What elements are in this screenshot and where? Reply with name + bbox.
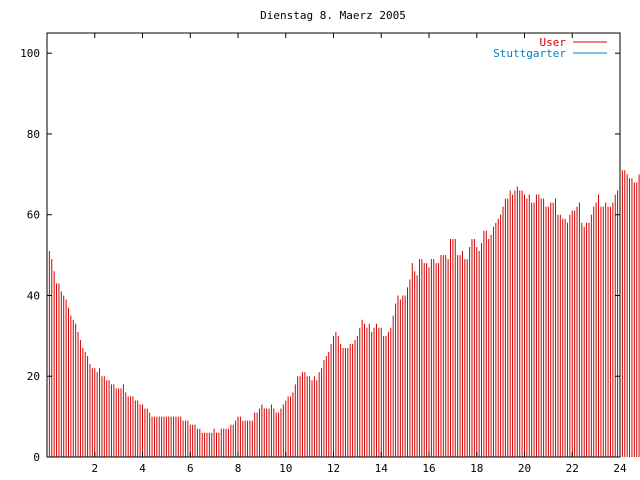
legend-label: Stuttgarter bbox=[493, 47, 566, 60]
x-tick-label: 6 bbox=[187, 462, 194, 475]
y-tick-label: 60 bbox=[27, 209, 40, 222]
x-tick-label: 8 bbox=[235, 462, 242, 475]
x-tick-label: 24 bbox=[613, 462, 627, 475]
y-tick-label: 80 bbox=[27, 128, 40, 141]
x-tick-label: 18 bbox=[470, 462, 483, 475]
x-tick-label: 12 bbox=[327, 462, 340, 475]
y-tick-label: 40 bbox=[27, 289, 40, 302]
chart-title: Dienstag 8. Maerz 2005 bbox=[260, 9, 406, 22]
y-tick-label: 20 bbox=[27, 370, 40, 383]
x-tick-label: 2 bbox=[91, 462, 98, 475]
x-tick-label: 20 bbox=[518, 462, 531, 475]
x-tick-label: 16 bbox=[422, 462, 435, 475]
y-tick-label: 100 bbox=[20, 47, 40, 60]
x-tick-label: 4 bbox=[139, 462, 146, 475]
x-tick-label: 22 bbox=[566, 462, 579, 475]
x-tick-label: 10 bbox=[279, 462, 292, 475]
bars-group bbox=[46, 170, 640, 457]
y-tick-label: 0 bbox=[33, 451, 40, 464]
legend-label: User bbox=[540, 36, 567, 49]
x-tick-label: 14 bbox=[375, 462, 389, 475]
